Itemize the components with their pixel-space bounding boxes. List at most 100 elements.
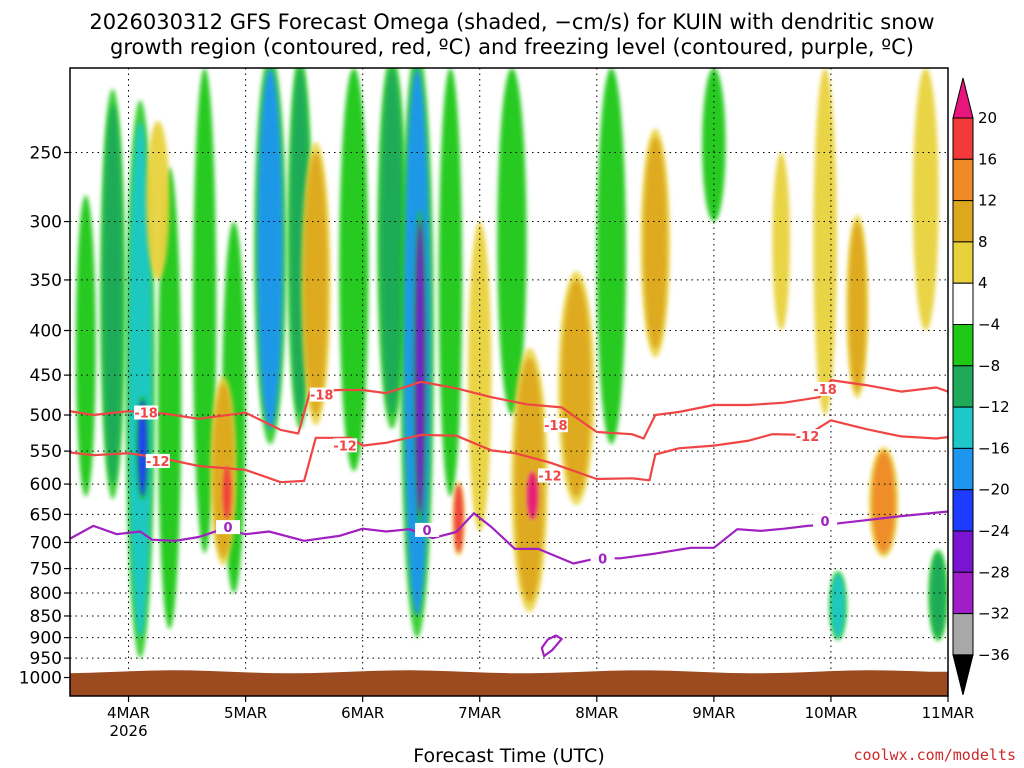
omega-feature <box>830 573 845 638</box>
contour-labels: -18 -18 -18 -18 -12 -12 -12 -12 0 0 0 0 <box>134 381 838 567</box>
contour-label: 0 <box>598 552 607 567</box>
omega-feature <box>380 68 404 416</box>
y-axis: 2503003504004505005506006507007508008509… <box>19 144 70 689</box>
omega-feature <box>415 221 425 515</box>
omega-feature <box>137 399 148 497</box>
contour-label-background <box>537 468 562 483</box>
omega-feature <box>772 152 790 331</box>
y-tick-label: 550 <box>30 442 62 462</box>
colorbar-bin <box>952 241 974 284</box>
colorbar-tick-label: −12 <box>978 398 1010 416</box>
colorbar-tick-label: 8 <box>978 233 988 251</box>
y-tick-label: 350 <box>30 271 62 291</box>
x-tick-label: 4MAR <box>107 704 150 722</box>
colorbar-top-arrow <box>952 77 974 119</box>
omega-feature <box>702 68 726 222</box>
y-tick-label: 950 <box>30 649 62 669</box>
contour-label-background <box>590 551 615 566</box>
x-tick-label: 11MAR <box>922 704 975 722</box>
y-tick-label: 650 <box>30 505 62 525</box>
contour-line <box>70 379 948 440</box>
colorbar-tick-label: −24 <box>978 522 1010 540</box>
y-tick-label: 800 <box>30 584 62 604</box>
omega-feature <box>848 221 867 392</box>
contour-label-background <box>216 520 241 535</box>
contour-label: 0 <box>821 515 830 530</box>
omega-feature <box>596 68 627 445</box>
ground-area <box>70 670 948 696</box>
contour-label: -18 <box>813 383 837 398</box>
contour-label-background <box>145 453 170 468</box>
colorbar-bin <box>952 406 974 449</box>
y-tick-label: 450 <box>30 366 62 386</box>
omega-feature <box>304 152 328 416</box>
colorbar-tick-label: 4 <box>978 274 988 292</box>
chart-title-line-1: 2026030312 GFS Forecast Omega (shaded, −… <box>89 10 934 34</box>
colorbar-bin <box>952 613 974 656</box>
x-axis-label: Forecast Time (UTC) <box>413 745 604 767</box>
contour-label: -18 <box>544 419 568 434</box>
colorbar-bin <box>952 571 974 615</box>
y-tick-label: 850 <box>30 607 62 627</box>
omega-feature <box>157 167 182 630</box>
omega-feature <box>871 451 896 554</box>
y-tick-label: 500 <box>30 406 62 426</box>
omega-feature <box>453 484 464 554</box>
contour-label-background <box>543 418 568 433</box>
chart-title-line-2: growth region (contoured, red, ºC) and f… <box>110 35 914 59</box>
credit-text: coolwx.com/modelts <box>853 746 1016 764</box>
contour-label: -12 <box>538 469 562 484</box>
contour-label-background <box>415 522 440 537</box>
x-tick-label: 5MAR <box>224 704 267 722</box>
colorbar-bin <box>952 489 974 532</box>
colorbar-tick-label: −36 <box>978 646 1010 664</box>
colorbar-tick-label: −20 <box>978 481 1010 499</box>
contour-label: -12 <box>333 439 357 454</box>
omega-feature <box>438 68 463 497</box>
omega-feature <box>257 68 284 430</box>
y-tick-label: 400 <box>30 322 62 342</box>
colorbar-bin <box>952 282 974 326</box>
colorbar-tick-label: 12 <box>978 192 997 210</box>
y-tick-label: 700 <box>30 533 62 553</box>
colorbar-tick-label: −32 <box>978 605 1010 623</box>
omega-feature <box>128 120 152 638</box>
x-tick-label: 10MAR <box>805 704 858 722</box>
colorbar-bin <box>952 365 974 408</box>
omega-feature <box>912 68 939 331</box>
omega-feature <box>339 68 369 472</box>
ground-fill <box>70 670 948 696</box>
colorbar-tick-label: −4 <box>978 316 1000 334</box>
omega-shading <box>75 68 948 659</box>
y-tick-label: 900 <box>30 629 62 649</box>
omega-feature <box>643 137 668 349</box>
colorbar-tick-label: −16 <box>978 439 1010 457</box>
contour-label: -18 <box>134 406 158 421</box>
colorbar-bin <box>952 530 974 573</box>
contour-label: -12 <box>796 430 820 445</box>
omega-feature <box>497 68 527 416</box>
colorbar-tick-label: 16 <box>978 150 997 168</box>
omega-feature <box>146 120 170 280</box>
contour-line <box>540 634 563 658</box>
omega-feature <box>561 279 591 497</box>
y-tick-label: 250 <box>30 144 62 164</box>
contour-label: -18 <box>310 389 334 404</box>
colorbar-tick-label: −8 <box>978 357 1000 375</box>
colorbar-bin <box>952 447 974 491</box>
contour-label-background <box>333 438 358 453</box>
y-tick-label: 1000 <box>19 669 62 689</box>
colorbar-bottom-arrow <box>952 654 974 696</box>
colorbar-tick-label: −28 <box>978 563 1010 581</box>
contour-label-background <box>795 429 820 444</box>
colorbar-tick-label: 20 <box>978 109 997 127</box>
contour-line <box>70 510 948 565</box>
x-tick-label: 9MAR <box>692 704 735 722</box>
colorbar: 20 16 12 8 4 −4 −8 −12 −16 −20 −24 −28 −32 −36 <box>952 77 1010 696</box>
contour-label: 0 <box>423 524 432 539</box>
omega-feature <box>102 104 123 485</box>
omega-feature <box>930 553 946 638</box>
x-tick-label: 6MAR <box>341 704 384 722</box>
omega-feature <box>75 195 96 497</box>
